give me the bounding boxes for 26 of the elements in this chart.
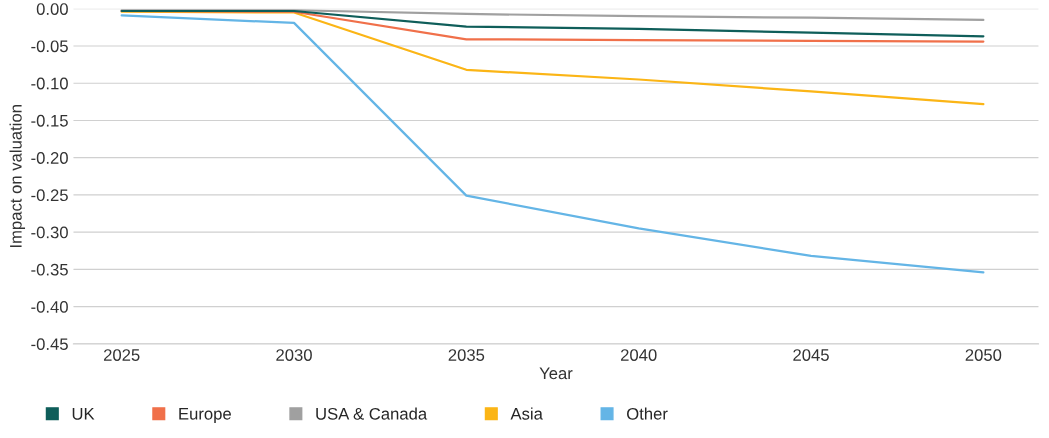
legend-label: UK bbox=[72, 408, 95, 420]
line-series bbox=[120, 14, 985, 274]
x-tick-label: 2050 bbox=[965, 349, 1002, 361]
legend-label: Europe bbox=[179, 408, 231, 423]
legend-label: Asia bbox=[510, 407, 543, 420]
y-tick-label: -0.10 bbox=[31, 77, 68, 90]
line-series bbox=[120, 9, 985, 22]
x-tick-label: 2045 bbox=[793, 349, 829, 361]
x-tick-label: 2040 bbox=[620, 349, 657, 361]
y-tick-label: -0.15 bbox=[31, 114, 68, 127]
legend-label: USA & Canada bbox=[316, 407, 428, 420]
y-tick-label: -0.45 bbox=[31, 338, 68, 351]
y-tick-label: -0.30 bbox=[31, 226, 68, 239]
y-axis-title: Impact on valuation bbox=[9, 105, 26, 248]
y-tick-label: -0.25 bbox=[31, 189, 68, 202]
line-series bbox=[120, 10, 985, 106]
y-tick-label: -0.40 bbox=[31, 301, 68, 313]
y-tick-label: -0.20 bbox=[31, 152, 68, 164]
y-tick-label: -0.05 bbox=[31, 40, 68, 53]
x-axis-title: Year bbox=[539, 367, 573, 380]
legend-label: Other bbox=[627, 407, 668, 420]
x-tick-label: 2035 bbox=[448, 349, 485, 361]
x-tick-label: 2030 bbox=[276, 349, 312, 361]
y-tick-label: 0.00 bbox=[36, 3, 68, 15]
x-tick-label: 2025 bbox=[103, 349, 140, 361]
y-tick-label: -0.35 bbox=[31, 263, 68, 276]
